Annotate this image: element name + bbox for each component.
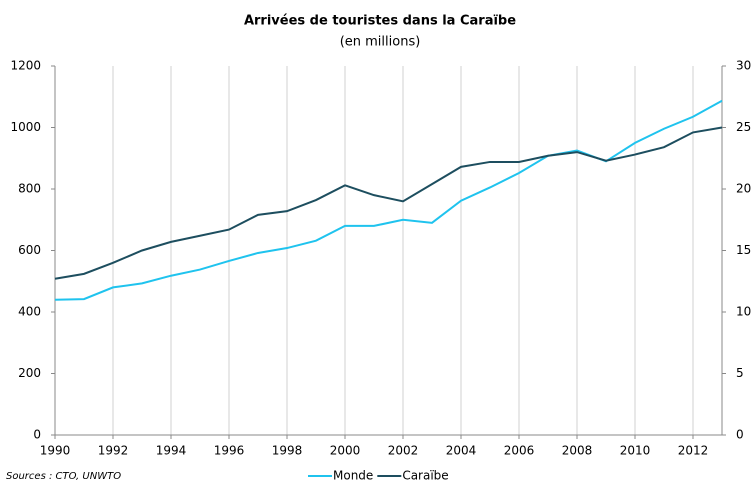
x-tick-label: 2002 bbox=[388, 444, 419, 458]
x-tick-label: 2000 bbox=[330, 444, 361, 458]
x-tick-label: 1994 bbox=[156, 444, 187, 458]
line-series bbox=[54, 126, 723, 280]
x-tick-label: 1998 bbox=[272, 444, 303, 458]
x-tick-label: 1996 bbox=[214, 444, 245, 458]
y-tick-label: 600 bbox=[18, 243, 41, 257]
y-tick-label: 800 bbox=[18, 182, 41, 196]
x-tick-label: 2010 bbox=[620, 444, 651, 458]
chart-title: Arrivées de touristes dans la Caraïbe bbox=[244, 14, 516, 29]
y-tick-label: 1200 bbox=[10, 59, 41, 73]
x-tick-label: 2008 bbox=[562, 444, 593, 458]
x-tick-label: 1990 bbox=[40, 444, 71, 458]
y2-tick-label: 25 bbox=[736, 120, 751, 134]
y2-tick-label: 5 bbox=[736, 366, 744, 380]
y2-tick-label: 15 bbox=[736, 243, 751, 257]
x-tick-label: 1992 bbox=[98, 444, 129, 458]
line-series bbox=[54, 99, 723, 301]
y-tick-label: 400 bbox=[18, 305, 41, 319]
x-tick-label: 2004 bbox=[446, 444, 477, 458]
y-tick-label: 1000 bbox=[10, 120, 41, 134]
chart-subtitle: (en millions) bbox=[340, 35, 421, 50]
y-tick-label: 0 bbox=[33, 428, 41, 442]
y2-tick-label: 30 bbox=[736, 59, 751, 73]
source-note: Sources : CTO, UNWTO bbox=[6, 471, 121, 482]
y2-tick-label: 10 bbox=[736, 305, 751, 319]
legend-label: Caraïbe bbox=[402, 469, 448, 482]
x-tick-label: 2012 bbox=[678, 444, 709, 458]
x-tick-label: 2006 bbox=[504, 444, 535, 458]
y-tick-label: 200 bbox=[18, 366, 41, 380]
y2-tick-label: 20 bbox=[736, 182, 751, 196]
legend-label: Monde bbox=[333, 469, 373, 482]
y2-tick-label: 0 bbox=[736, 428, 744, 442]
